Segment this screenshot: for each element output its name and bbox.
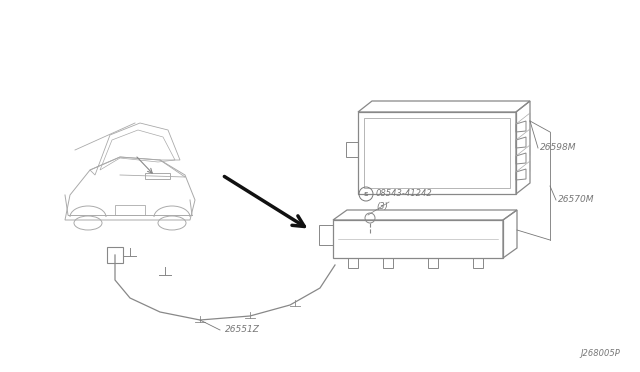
Text: 08543-41242: 08543-41242	[376, 189, 433, 199]
Text: 26598M: 26598M	[540, 144, 577, 153]
Text: S: S	[364, 192, 368, 196]
Text: (3): (3)	[376, 202, 388, 212]
Text: 26570M: 26570M	[558, 196, 595, 205]
Text: J268005P: J268005P	[580, 349, 620, 358]
Text: 26551Z: 26551Z	[225, 326, 260, 334]
